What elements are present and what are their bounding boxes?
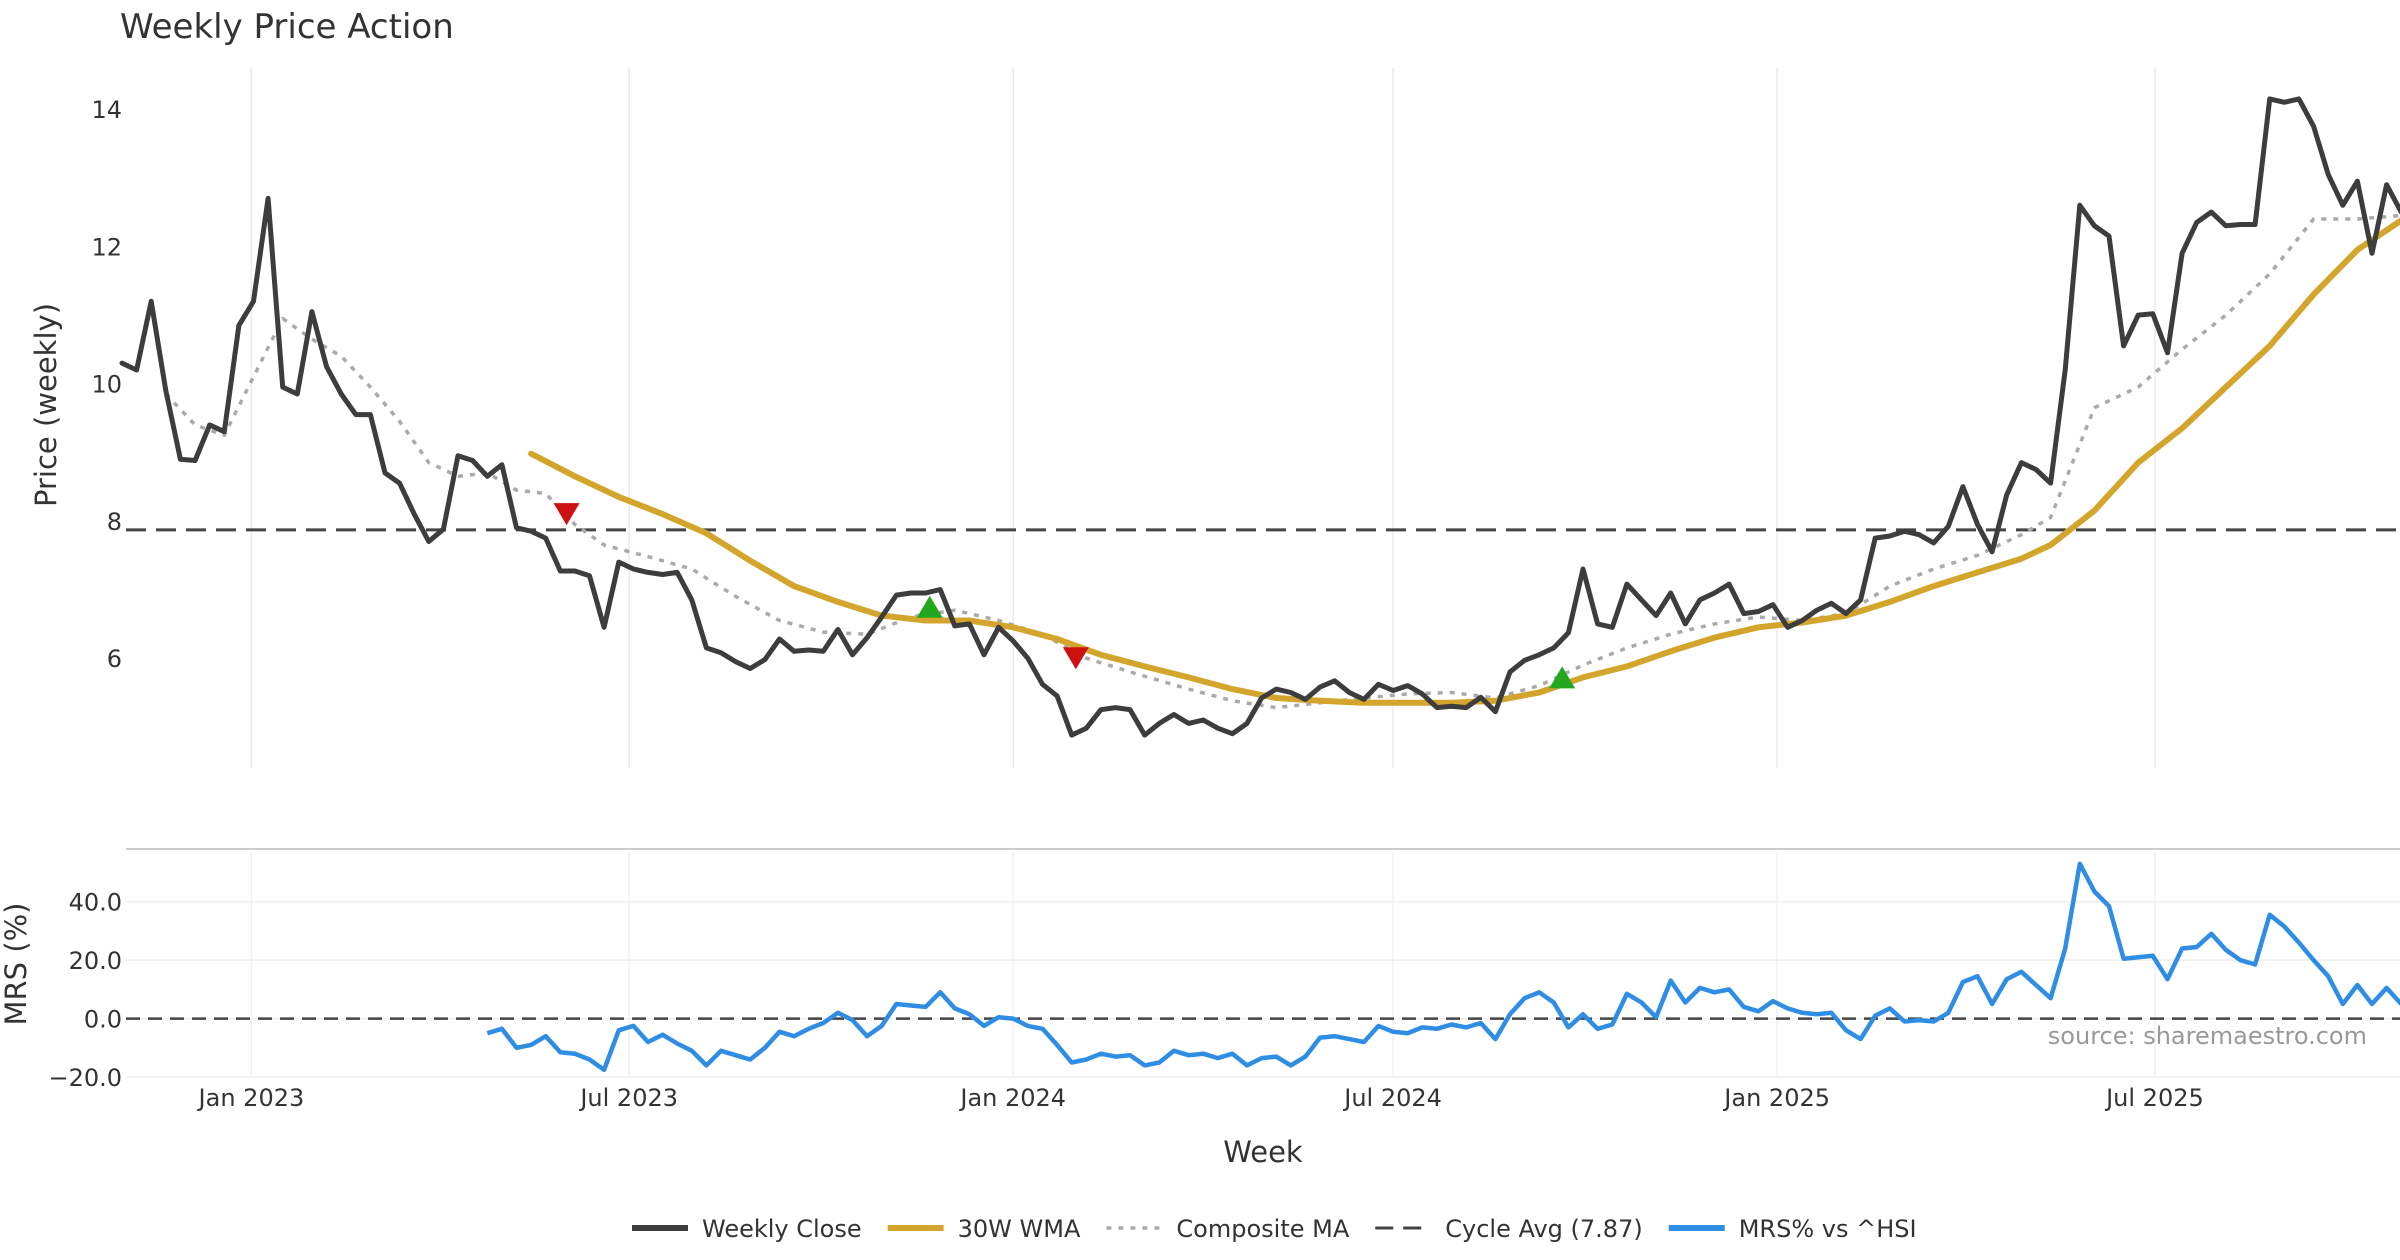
price-gridlines [250,68,2156,768]
x-tick-label: Jul 2025 [2104,1084,2204,1112]
buy-signal-marker [1549,666,1576,689]
mrs-y-ticks: −20.0 0.0 20.0 40.0 [48,889,122,1092]
series-line-composite-ma [164,213,2400,710]
buy-signal-marker [916,595,943,618]
series-line-mrs-vs-hsi [486,861,2400,1073]
mrs-y-axis-label: MRS (%) [0,903,33,1026]
mrs-panel: −20.0 0.0 20.0 40.0 MRS (%) source: sharema… [0,852,2400,1092]
price-y-ticks: 6 8 10 12 14 [91,96,122,673]
price-y-tick-label: 10 [91,371,122,399]
legend-item-composite-ma: Composite MA [1106,1215,1350,1243]
price-y-tick-label: 8 [107,508,122,536]
sell-signal-marker [553,503,580,526]
legend-label: 30W WMA [958,1215,1081,1243]
legend-label: MRS% vs ^HSI [1739,1215,1917,1243]
mrs-y-tick-label: 0.0 [84,1006,122,1034]
legend-item-30w-wma: 30W WMA [887,1215,1081,1243]
sell-signal-marker [1062,647,1089,670]
legend-item-weekly-close: Weekly Close [632,1215,862,1243]
x-tick-label: Jul 2023 [578,1084,678,1112]
series-line-weekly-close [119,96,2400,738]
chart-title: Weekly Price Action [120,7,454,47]
legend-item-cycle-avg-7-87: Cycle Avg (7.87) [1375,1215,1643,1243]
price-series-lines [119,96,2400,738]
x-tick-label: Jan 2025 [1722,1084,1830,1112]
price-y-axis-label: Price (weekly) [29,303,63,507]
mrs-y-tick-label: 40.0 [69,889,122,917]
price-y-tick-label: 6 [107,645,122,673]
legend-label: Composite MA [1176,1215,1349,1243]
price-y-tick-label: 12 [91,233,122,261]
source-note: source: sharemaestro.com [2048,1022,2367,1050]
legend-item-mrs-vs-hsi: MRS% vs ^HSI [1668,1215,1917,1243]
mrs-y-tick-label: 20.0 [69,947,122,975]
x-tick-label: Jan 2023 [197,1084,305,1112]
legend-label: Cycle Avg (7.87) [1445,1215,1642,1243]
signal-markers [553,503,1576,689]
mrs-y-tick-label: −20.0 [48,1064,122,1092]
price-y-tick-label: 14 [91,96,122,124]
legend-label: Weekly Close [702,1215,862,1243]
x-tick-label: Jul 2024 [1342,1084,1442,1112]
legend: Weekly Close 30W WMA Composite MA Cycle Avg… [632,1215,1917,1243]
x-axis-label: Week [1223,1135,1303,1169]
mrs-series-lines [486,861,2400,1073]
x-tick-label: Jan 2024 [958,1084,1066,1112]
price-panel: 6 8 10 12 14 Price (weekly) [29,68,2400,768]
x-axis-ticks: Jan 2023 Jul 2023 Jan 2024 Jul 2024 Jan 2025… [197,1084,2204,1112]
